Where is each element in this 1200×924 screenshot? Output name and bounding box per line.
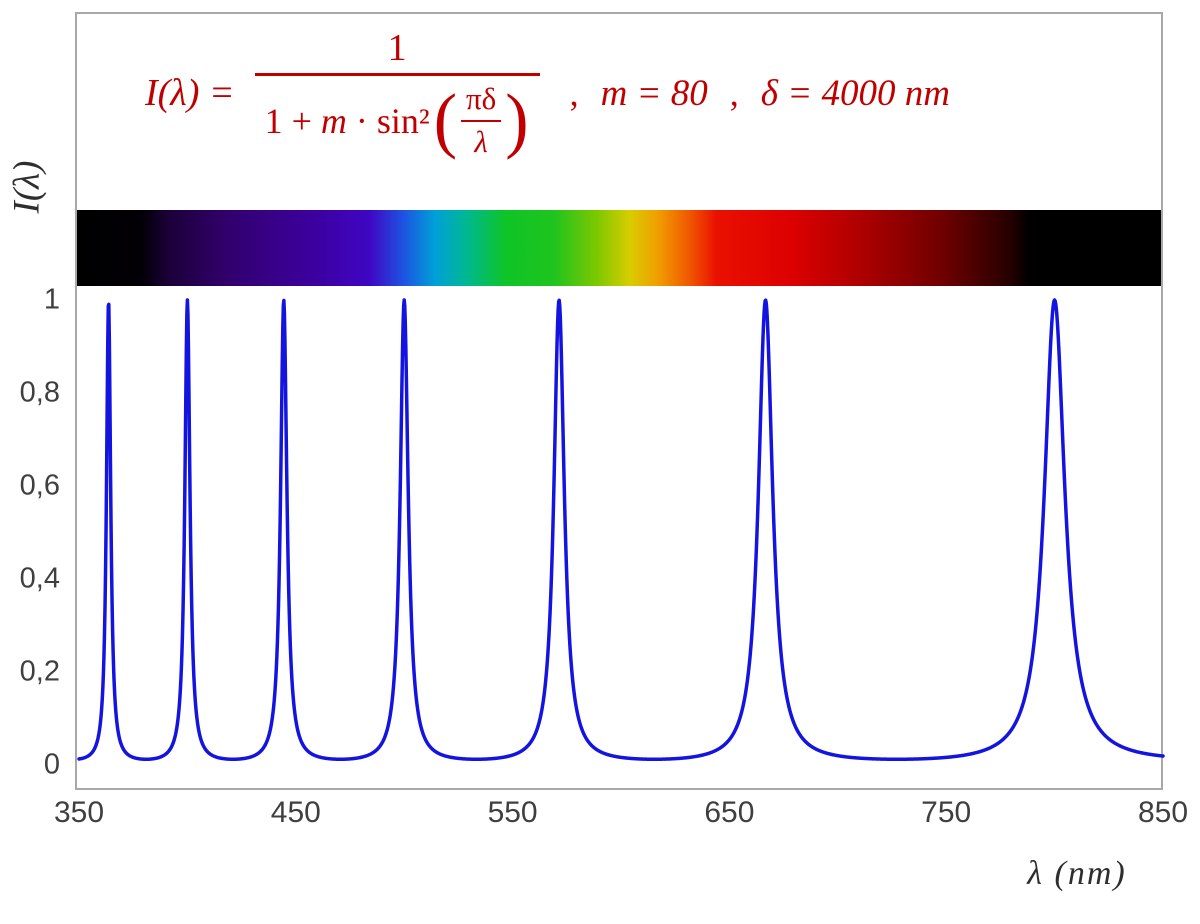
param-m: m = 80 — [600, 72, 708, 114]
y-tick-label: 0,2 — [19, 655, 60, 688]
x-tick-label: 450 — [270, 796, 321, 829]
formula-comma-1: , — [569, 73, 579, 113]
x-tick-label: 650 — [704, 796, 755, 829]
denominator-text-2: · sin² — [355, 100, 430, 141]
fraction-denominator: 1 + m · sin² ( πδ λ ) — [254, 73, 540, 161]
y-axis-title: I(λ) — [6, 160, 48, 214]
y-tick-label: 0 — [43, 748, 60, 781]
inner-numerator: πδ — [461, 81, 502, 122]
y-tick-label: 0,8 — [19, 376, 60, 409]
formula-comma-2: , — [729, 73, 739, 113]
fraction-numerator: 1 — [387, 27, 407, 69]
formula-lhs: I(λ) = — [145, 72, 235, 114]
inner-denominator: λ — [474, 124, 488, 159]
x-tick-label: 750 — [921, 796, 972, 829]
x-axis-title: λ (nm) — [1027, 855, 1127, 892]
denominator-variable-m: m — [320, 100, 347, 141]
y-tick-label: 1 — [43, 283, 60, 316]
formula: I(λ) = 1 1 + m · sin² ( πδ λ ) , m = 80 … — [145, 26, 950, 160]
y-tick-label: 0,4 — [19, 562, 60, 595]
x-tick-label: 550 — [487, 796, 538, 829]
denominator-text-1: 1 + — [264, 100, 312, 141]
formula-fraction: 1 1 + m · sin² ( πδ λ ) — [254, 26, 540, 161]
left-paren: ( — [433, 79, 457, 161]
y-tick-label: 0,6 — [19, 469, 60, 502]
inner-fraction: πδ λ — [461, 81, 502, 160]
param-delta: δ = 4000 nm — [760, 72, 950, 114]
x-tick-label: 350 — [53, 796, 105, 829]
spectrum-bar — [77, 210, 1161, 286]
x-tick-label: 850 — [1137, 796, 1189, 829]
right-paren: ) — [505, 79, 529, 161]
